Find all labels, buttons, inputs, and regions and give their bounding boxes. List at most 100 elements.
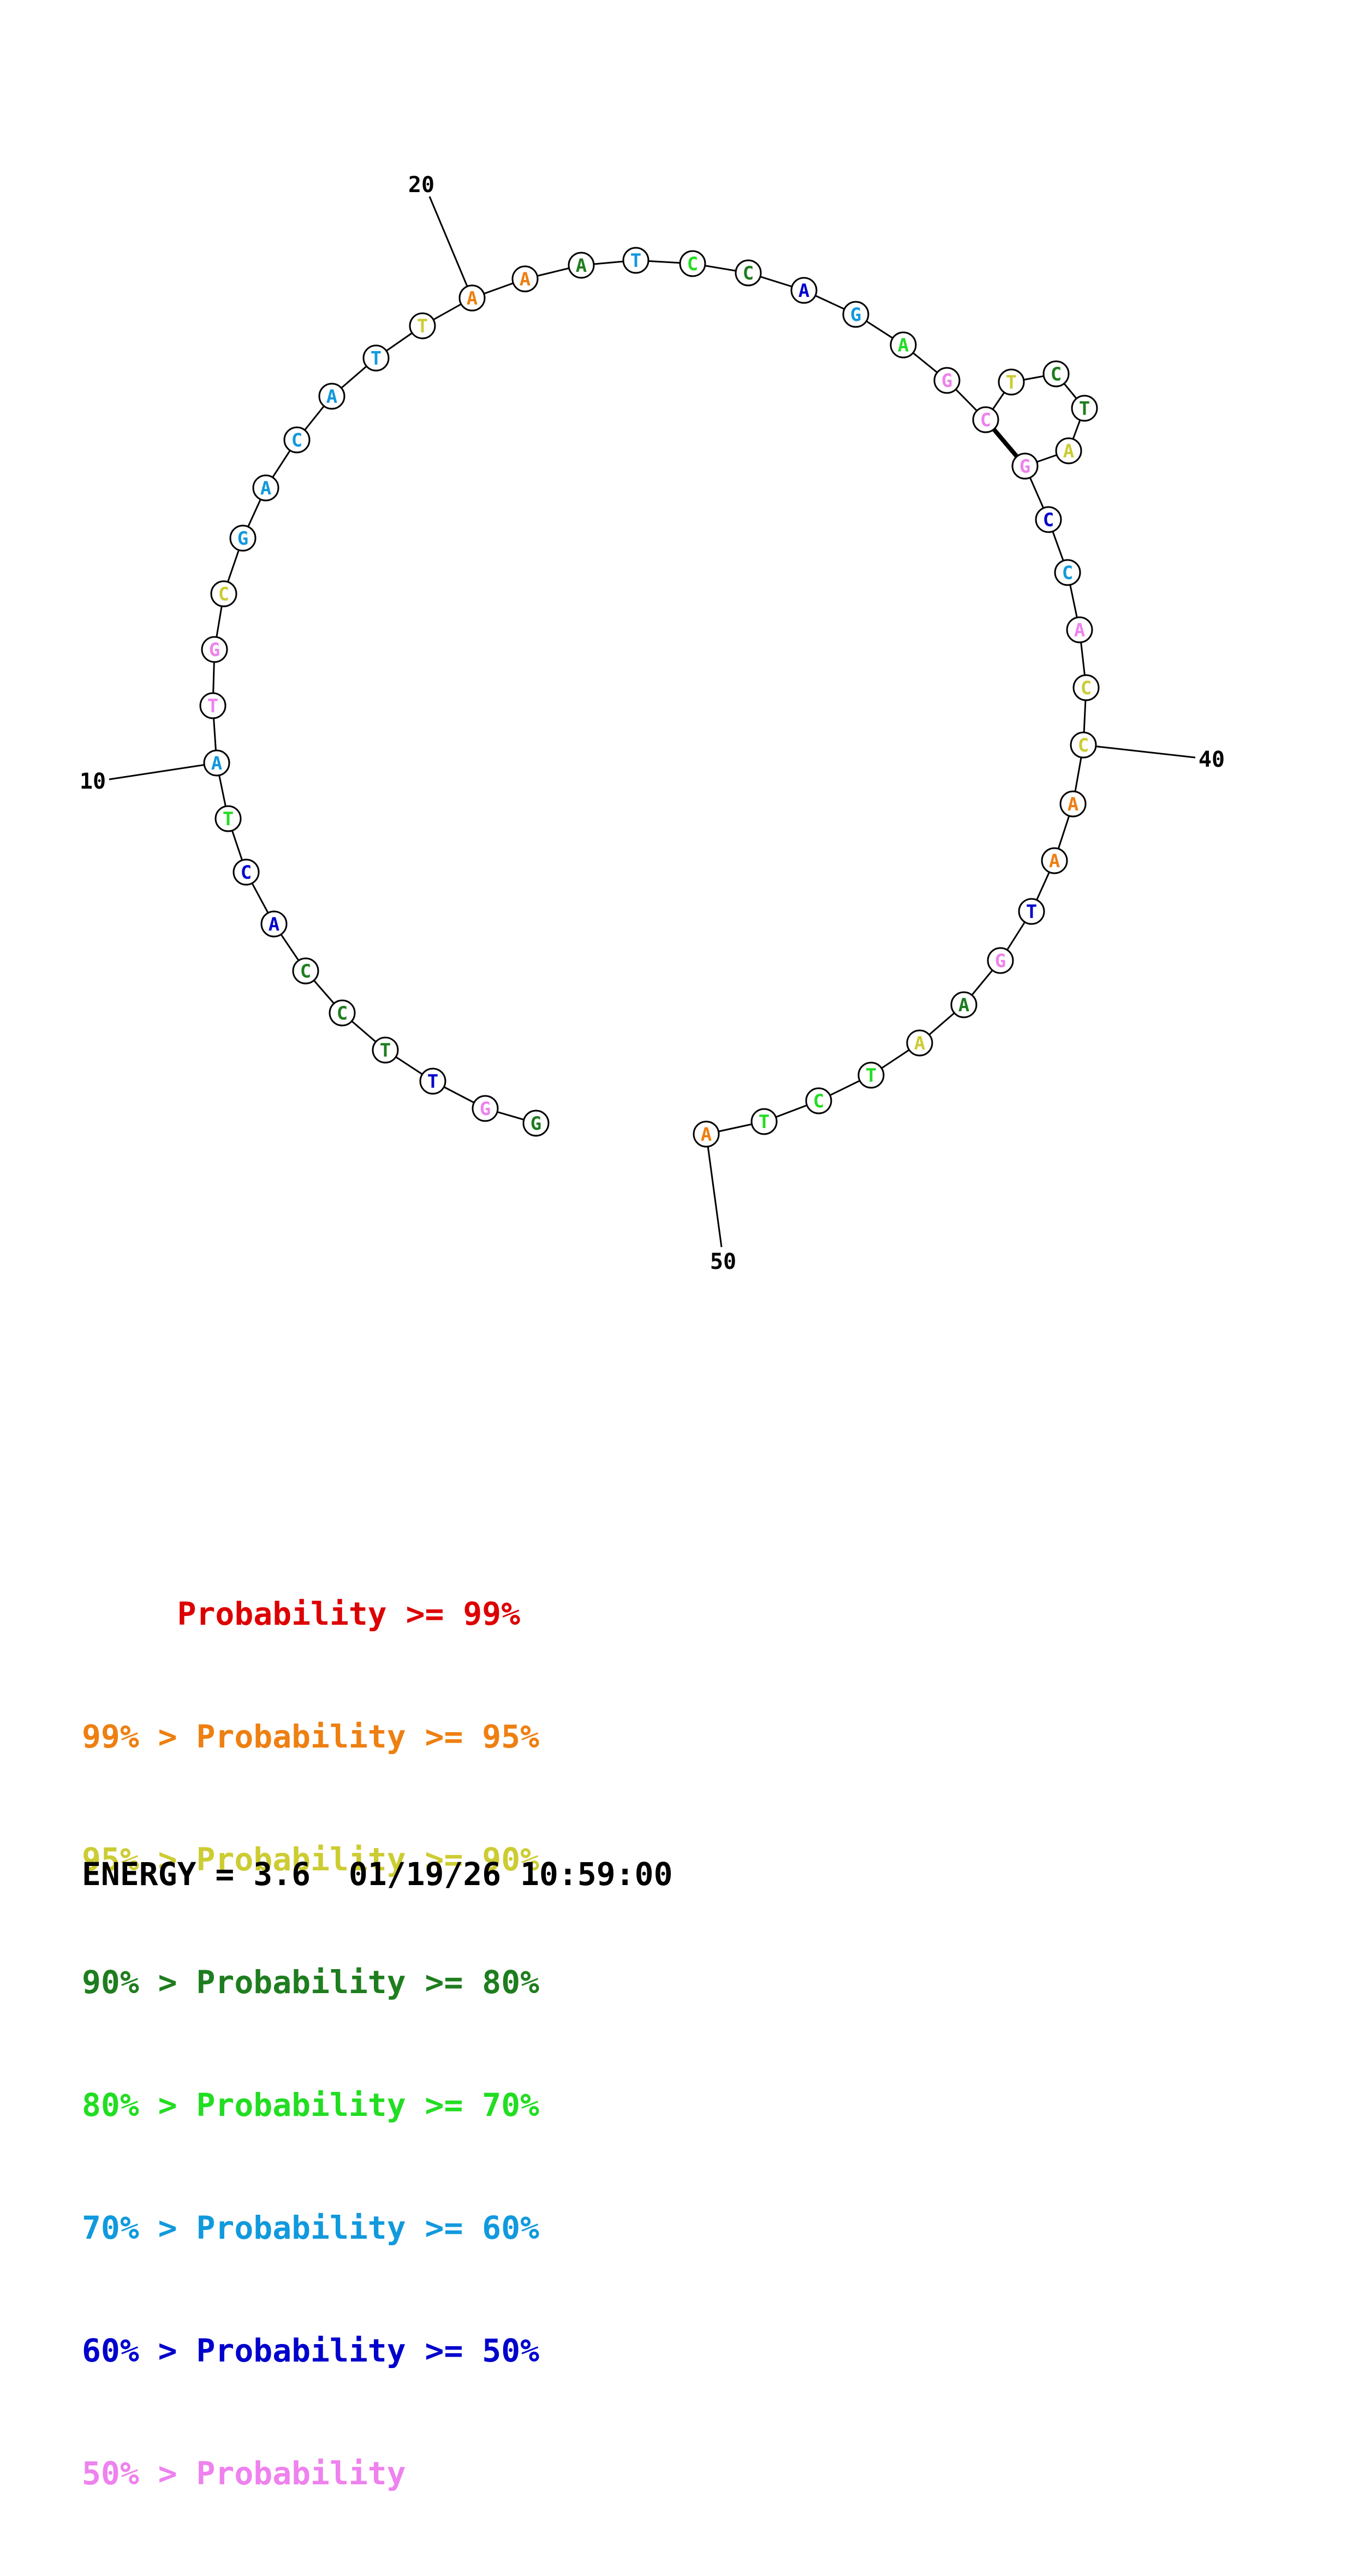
nucleotide: A [458,284,486,312]
nucleotide-circle [210,580,237,607]
legend-row: 80% > Probability >= 70% [82,2086,540,2124]
nucleotide-base: A [576,255,587,277]
nucleotide-base: C [980,409,991,431]
nucleotide-circle [329,999,356,1027]
nucleotide-circle [203,749,230,777]
nucleotide: A [203,749,230,777]
nucleotide-base: C [1081,677,1092,699]
nucleotide-circle [842,301,869,328]
nucleotide: G [933,367,961,394]
legend-row: 70% > Probability >= 60% [82,2209,540,2246]
nucleotide-circle [252,474,279,502]
nucleotide-base: C [337,1003,348,1024]
position-label: 50 [710,1249,736,1274]
nucleotide-base: T [427,1071,438,1093]
nucleotide: C [735,259,762,287]
position-label: 10 [80,769,106,794]
structure-canvas: 10 20 40 50 G G T T C C A C T A T G C G A C A T T A A A T C C A G A G C T C… [80,172,1225,2492]
probability-legend: Probability >= 99% 99% > Probability >= … [82,1512,539,2576]
nucleotide-base: C [291,430,302,451]
position-label: 20 [408,172,434,198]
nucleotide-base: A [958,994,969,1016]
nucleotide-base: A [260,478,271,499]
nucleotide-base: C [687,253,698,275]
nucleotide: T [1018,898,1045,925]
nucleotide-circle [1054,559,1081,586]
nucleotide-base: T [223,808,234,830]
nucleotide: C [1054,559,1081,586]
nucleotide: G [229,524,257,552]
nucleotide-circle [214,805,242,832]
nucleotide-base: T [417,315,428,337]
nucleotide-base: T [1006,372,1017,393]
nucleotide: G [201,636,228,663]
nucleotide: A [252,474,279,502]
nucleotide-circle [522,1110,550,1137]
nucleotide-base: A [467,288,478,309]
nucleotide-base: C [1062,562,1073,584]
nucleotide-base: G [531,1113,541,1135]
nucleotide-circle [199,692,227,719]
nucleotide: T [622,247,649,274]
nucleotide-circle [1042,360,1070,387]
nucleotide-circle [679,250,706,277]
legend-row: 95% > Probability >= 90% [82,1841,540,1878]
nucleotide-base: T [371,348,382,369]
nucleotide-base: A [211,753,222,774]
nucleotide-circle [292,957,319,985]
nucleotide-base: A [1068,794,1078,815]
nucleotide-circle [933,367,961,394]
nucleotide-base: G [237,528,248,550]
nucleotide-circle [906,1029,933,1057]
nucleotide-base: T [759,1111,770,1133]
nucleotide: A [568,252,595,279]
nucleotide-circle [362,344,390,372]
nucleotide: C [233,858,260,886]
nucleotide: A [318,383,345,410]
nucleotide: T [998,368,1025,396]
nucleotide-base: C [1051,363,1062,385]
nucleotide-circle [805,1087,832,1114]
nucleotide-base: G [209,639,220,661]
nucleotide: C [805,1087,832,1114]
nucleotide-circle [972,406,999,433]
nucleotide: C [972,406,999,433]
legend-row: 60% > Probability >= 50% [82,2332,540,2369]
legend-row: 99% > Probability >= 95% [82,1718,540,1755]
nucleotide: T [362,344,390,372]
nucleotide-base: A [1074,619,1085,641]
nucleotide-base: G [995,950,1006,972]
nucleotide: T [857,1062,885,1089]
nucleotide: A [1041,847,1068,874]
nucleotide: A [1066,616,1093,643]
nucleotide-circle [998,368,1025,396]
nucleotide-circle [1035,506,1062,533]
nucleotide-circle [283,426,311,454]
nucleotide: G [472,1095,499,1122]
nucleotide-base: A [326,386,337,408]
nucleotide-circle [1055,437,1082,464]
nucleotide-circle [233,858,260,886]
position-tick-line [428,196,473,299]
nucleotide-circle [201,636,228,663]
nucleotide-base: C [1043,509,1054,531]
nucleotide: C [679,250,706,277]
nucleotide-circle [260,910,288,938]
nucleotide-base: C [813,1090,824,1112]
nucleotide-base: C [743,263,754,284]
nucleotide-circle [318,383,345,410]
nucleotide-circle [511,265,539,293]
nucleotide: C [1042,360,1070,387]
nucleotide-circle [1041,847,1068,874]
nucleotide-base: T [380,1040,391,1062]
nucleotide-base: C [218,583,229,605]
nucleotide-base: C [300,961,311,982]
nucleotide-base: C [1078,735,1089,756]
nucleotide: A [950,991,978,1018]
nucleotide: T [1071,395,1098,422]
legend-row: Probability >= 99% [82,1595,521,1632]
nucleotide: T [750,1108,778,1135]
nucleotide-base: G [1020,456,1030,478]
nucleotide: A [260,910,288,938]
